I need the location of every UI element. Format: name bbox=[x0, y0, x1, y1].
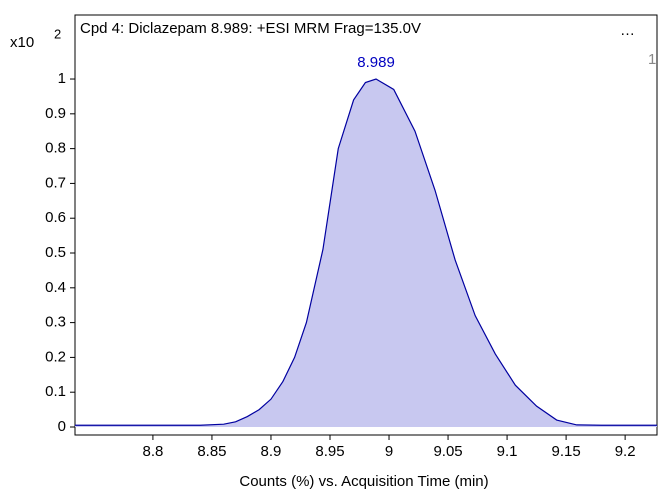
y-tick-label: 0.9 bbox=[45, 105, 66, 122]
peak-label: 8.989 bbox=[357, 54, 395, 71]
y-tick-label: 0.5 bbox=[45, 244, 66, 261]
x-tick-label: 9 bbox=[385, 443, 393, 460]
area-fill bbox=[75, 79, 657, 427]
x-tick-label: 8.8 bbox=[142, 443, 163, 460]
y-tick-label: 0.7 bbox=[45, 174, 66, 191]
line bbox=[75, 78, 657, 426]
panel-number: 1 bbox=[648, 51, 656, 68]
y-tick-label: 0.4 bbox=[45, 279, 66, 296]
y-multiplier: x10 bbox=[10, 34, 34, 51]
x-tick-label: 9.1 bbox=[497, 443, 518, 460]
x-tick-label: 8.85 bbox=[197, 443, 226, 460]
y-tick-label: 1 bbox=[58, 70, 66, 87]
plot-frame bbox=[74, 14, 658, 436]
y-exponent: 2 bbox=[54, 26, 61, 41]
x-tick-label: 8.95 bbox=[315, 443, 344, 460]
y-tick-label: 0.8 bbox=[45, 140, 66, 157]
x-tick-label: 9.05 bbox=[433, 443, 462, 460]
y-tick-label: 0.1 bbox=[45, 383, 66, 400]
y-tick-label: 0.3 bbox=[45, 314, 66, 331]
y-tick-label: 0.2 bbox=[45, 348, 66, 365]
y-tick-label: 0.6 bbox=[45, 209, 66, 226]
y-tick-label: 0 bbox=[58, 418, 66, 435]
x-tick-label: 9.2 bbox=[615, 443, 636, 460]
menu[interactable]: … bbox=[620, 22, 635, 39]
x-axis-label: Counts (%) vs. Acquisition Time (min) bbox=[239, 473, 488, 490]
x-tick-label: 9.15 bbox=[551, 443, 580, 460]
chart-title: Cpd 4: Diclazepam 8.989: +ESI MRM Frag=1… bbox=[80, 20, 421, 37]
x-tick-label: 8.9 bbox=[261, 443, 282, 460]
